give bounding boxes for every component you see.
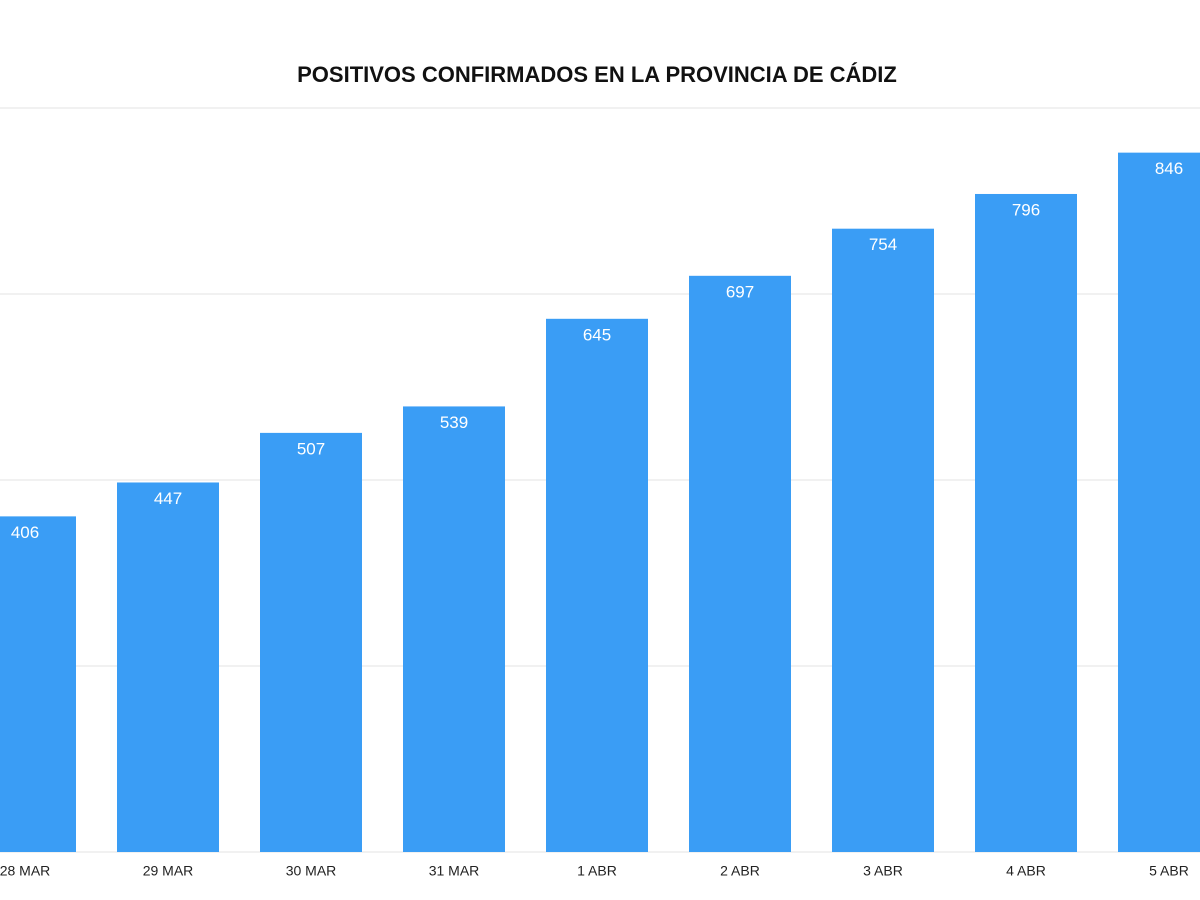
bar — [403, 406, 505, 852]
bar — [1118, 152, 1200, 852]
x-tick-label: 29 MAR — [143, 863, 194, 879]
chart-title: POSITIVOS CONFIRMADOS EN LA PROVINCIA DE… — [297, 62, 897, 87]
bar — [546, 318, 648, 852]
x-tick-label: 1 ABR — [577, 863, 617, 879]
value-label: 846 — [1155, 159, 1183, 178]
value-label: 754 — [869, 235, 897, 254]
value-label: 539 — [440, 413, 468, 432]
bar — [0, 516, 76, 852]
bar — [975, 193, 1077, 852]
x-tick-label: 2 ABR — [720, 863, 760, 879]
x-tick-label: 30 MAR — [286, 863, 337, 879]
value-label: 796 — [1012, 200, 1040, 219]
value-label: 406 — [11, 523, 39, 542]
x-tick-label: 3 ABR — [863, 863, 903, 879]
x-tick-label: 31 MAR — [429, 863, 480, 879]
x-tick-label: 28 MAR — [0, 863, 50, 879]
x-tick-label: 5 ABR — [1149, 863, 1189, 879]
bar — [117, 482, 219, 852]
value-label: 447 — [154, 489, 182, 508]
value-label: 507 — [297, 439, 325, 458]
bar — [689, 275, 791, 852]
value-label: 697 — [726, 282, 754, 301]
bar — [832, 228, 934, 852]
bar — [260, 432, 362, 852]
x-tick-label: 4 ABR — [1006, 863, 1046, 879]
value-label: 645 — [583, 325, 611, 344]
